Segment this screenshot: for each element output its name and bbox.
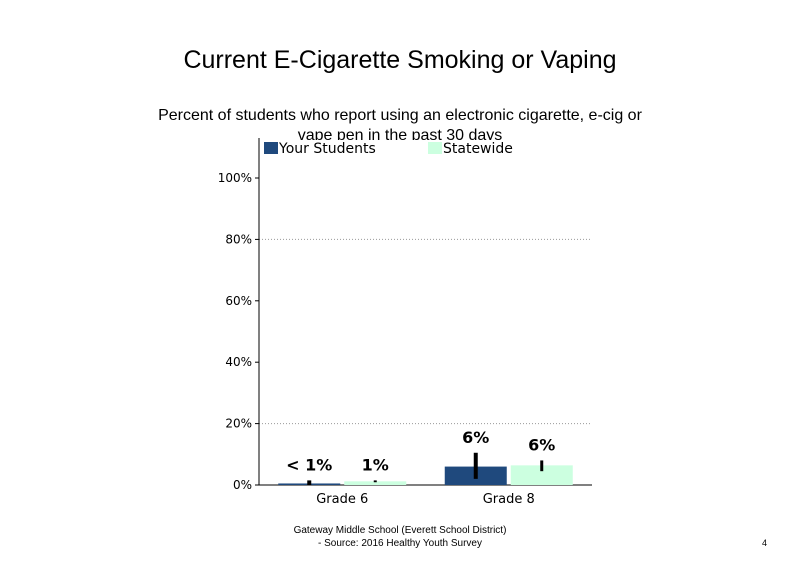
data-label: < 1% [286, 455, 332, 474]
bar-statewide-grade-8 [510, 465, 573, 485]
chart-title: Current E-Cigarette Smoking or Vaping [183, 46, 617, 74]
legend-swatch-statewide [428, 142, 442, 154]
legend-label-your-students: Your Students [279, 141, 376, 157]
y-tick-label: 20% [225, 417, 252, 431]
footer-school: Gateway Middle School (Everett School Di… [293, 525, 507, 536]
bar-statewide-grade-6 [344, 481, 407, 485]
footer: Gateway Middle School (Everett School Di… [250, 524, 550, 550]
y-tick-label: 0% [233, 478, 252, 492]
legend-item-statewide: Statewide [428, 141, 513, 157]
legend-label-statewide: Statewide [443, 141, 513, 157]
chart-subtitle: Percent of students who report using an … [158, 107, 642, 140]
y-tick-label: 100% [218, 171, 252, 185]
data-label: 6% [528, 435, 555, 454]
data-label: 6% [462, 428, 489, 447]
y-tick-label: 40% [225, 355, 252, 369]
footer-source: - Source: 2016 Healthy Youth Survey [318, 538, 482, 549]
x-tick-label: Grade 6 [316, 492, 368, 507]
page-number: 4 [762, 538, 768, 548]
y-tick-label: 60% [225, 294, 252, 308]
x-tick-label: Grade 8 [483, 492, 535, 507]
data-label: 1% [362, 455, 389, 474]
y-tick-label: 80% [225, 232, 252, 246]
legend-swatch-your-students [264, 142, 278, 154]
legend-item-your-students: Your Students [264, 141, 376, 157]
